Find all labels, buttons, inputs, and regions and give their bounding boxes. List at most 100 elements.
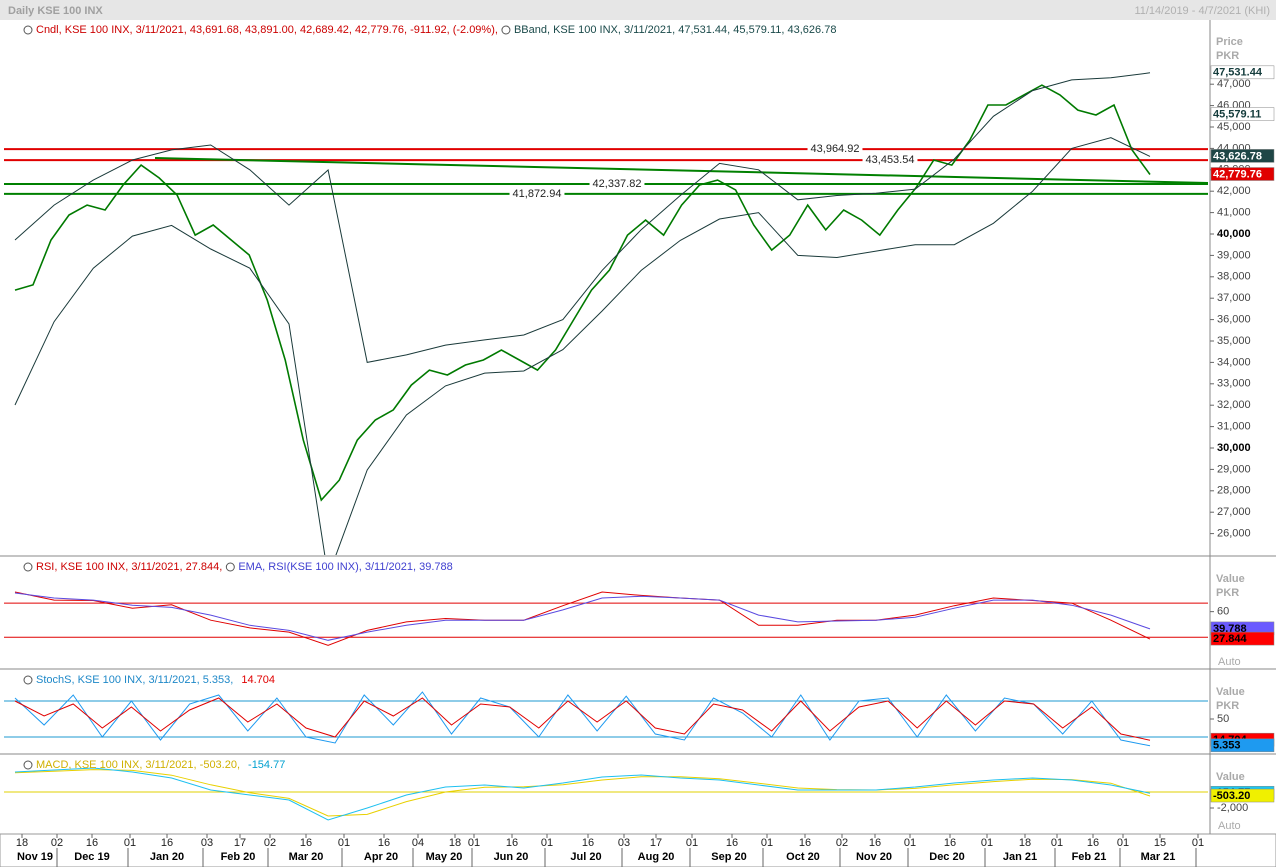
axis-label: PKR	[1216, 700, 1239, 712]
level-label-bg	[589, 177, 645, 190]
last-value-box	[1210, 631, 1275, 646]
date-range: 11/14/2019 - 4/7/2021 (KHI)	[1134, 5, 1270, 17]
axis-label: Price	[1216, 36, 1243, 48]
x-tick-label: 16	[582, 837, 594, 849]
y-tick-label: 32,000	[1217, 399, 1251, 411]
x-tick-label: 04	[412, 837, 424, 849]
y-tick-label: 26,000	[1217, 528, 1251, 540]
x-tick-label: 01	[124, 837, 136, 849]
x-tick-label: 01	[1117, 837, 1129, 849]
y-tick-label: 37,000	[1217, 292, 1251, 304]
month-label: Sep 20	[711, 851, 746, 863]
legend-entry: MACD, KSE 100 INX, 3/11/2021, -503.20,	[36, 759, 240, 771]
legend-entry: 14.704	[241, 674, 275, 686]
x-tick-label: 03	[201, 837, 213, 849]
y-tick-label: 47,000	[1217, 78, 1251, 90]
x-tick-label: 01	[761, 837, 773, 849]
series-line	[14, 767, 1151, 821]
axis-label: Value	[1216, 771, 1245, 783]
month-label: Nov 19	[17, 851, 53, 863]
last-value-label: 45,579.11	[1213, 109, 1261, 121]
x-tick-label: 16	[300, 837, 312, 849]
month-label: Jan 21	[1003, 851, 1037, 863]
x-tick-label: 18	[1019, 837, 1031, 849]
legend-icon	[23, 25, 33, 35]
legend-entry: Cndl, KSE 100 INX, 3/11/2021, 43,691.68,…	[36, 24, 498, 36]
level-label: 43,453.54	[866, 154, 915, 166]
x-tick-label: 15	[1154, 837, 1166, 849]
month-label: Nov 20	[856, 851, 892, 863]
y-tick-label: 41,000	[1217, 207, 1251, 219]
last-value-label: 5.353	[1213, 740, 1241, 752]
last-value-label: 42,779.76	[1213, 168, 1262, 180]
month-label: Dec 19	[74, 851, 109, 863]
level-label: 42,337.82	[593, 178, 642, 190]
legend-entry: EMA, RSI(KSE 100 INX), 3/11/2021, 39.788	[238, 561, 452, 573]
last-value-label: 43,626.78	[1213, 150, 1262, 162]
y-tick-label: 40,000	[1217, 228, 1251, 240]
level-label-bg	[807, 143, 863, 156]
y-tick-label: 30,000	[1217, 442, 1251, 454]
last-value-box	[1210, 107, 1275, 121]
chart-title: Daily KSE 100 INX	[8, 5, 103, 17]
level-label: 43,964.92	[811, 143, 860, 155]
month-label: Aug 20	[638, 851, 675, 863]
x-tick-label: 17	[234, 837, 246, 849]
legend-entry: -154.77	[248, 759, 285, 771]
month-label: Oct 20	[786, 851, 820, 863]
x-tick-label: 17	[650, 837, 662, 849]
y-tick-label: 34,000	[1217, 356, 1251, 368]
legend-icon	[501, 25, 511, 35]
x-tick-label: 16	[86, 837, 98, 849]
x-tick-label: 01	[1192, 837, 1204, 849]
month-label: Jul 20	[570, 851, 601, 863]
axis-label: PKR	[1216, 50, 1239, 62]
month-label: May 20	[426, 851, 463, 863]
x-tick-label: 01	[541, 837, 553, 849]
level-label-bg	[509, 187, 565, 200]
month-label: Jun 20	[494, 851, 529, 863]
x-tick-label: 01	[981, 837, 993, 849]
x-tick-label: 01	[468, 837, 480, 849]
y-tick-label: 38,000	[1217, 271, 1251, 283]
level-label-bg	[862, 154, 918, 167]
y-tick-label: 31,000	[1217, 421, 1251, 433]
y-tick-label: 42,000	[1217, 185, 1251, 197]
month-label: Apr 20	[364, 851, 398, 863]
x-tick-label: 16	[726, 837, 738, 849]
x-tick-label: 01	[686, 837, 698, 849]
x-tick-label: 16	[944, 837, 956, 849]
y-tick-label: 29,000	[1217, 463, 1251, 475]
y-tick-label: 35,000	[1217, 335, 1251, 347]
month-label: Mar 21	[1141, 851, 1176, 863]
month-label: Jan 20	[150, 851, 184, 863]
month-label: Mar 20	[289, 851, 324, 863]
legend-entry: StochS, KSE 100 INX, 3/11/2021, 5.353,	[36, 674, 233, 686]
legend-icon	[23, 760, 33, 770]
x-tick-label: 02	[836, 837, 848, 849]
trend-line	[154, 157, 1208, 184]
x-tick-label: 01	[338, 837, 350, 849]
x-tick-label: 16	[378, 837, 390, 849]
last-value-box	[1210, 788, 1275, 803]
axis-label: PKR	[1216, 587, 1239, 599]
series-line	[14, 591, 1151, 646]
axis-label: Value	[1216, 573, 1245, 585]
panel	[4, 691, 1208, 747]
series-line	[14, 697, 1151, 741]
auto-label: Auto	[1218, 656, 1241, 668]
last-value-box	[1210, 149, 1275, 163]
y-tick-label: 60	[1217, 606, 1229, 618]
x-tick-label: 02	[51, 837, 63, 849]
x-tick-label: 18	[449, 837, 461, 849]
auto-label: Auto	[1218, 820, 1241, 832]
legend-icon	[23, 562, 33, 572]
panel	[4, 591, 1208, 646]
x-tick-label: 16	[869, 837, 881, 849]
x-tick-label: 03	[618, 837, 630, 849]
y-tick-label: 50	[1217, 713, 1229, 725]
last-value-label: 39.788	[1213, 623, 1247, 635]
month-label: Dec 20	[929, 851, 964, 863]
x-tick-label: 18	[16, 837, 28, 849]
